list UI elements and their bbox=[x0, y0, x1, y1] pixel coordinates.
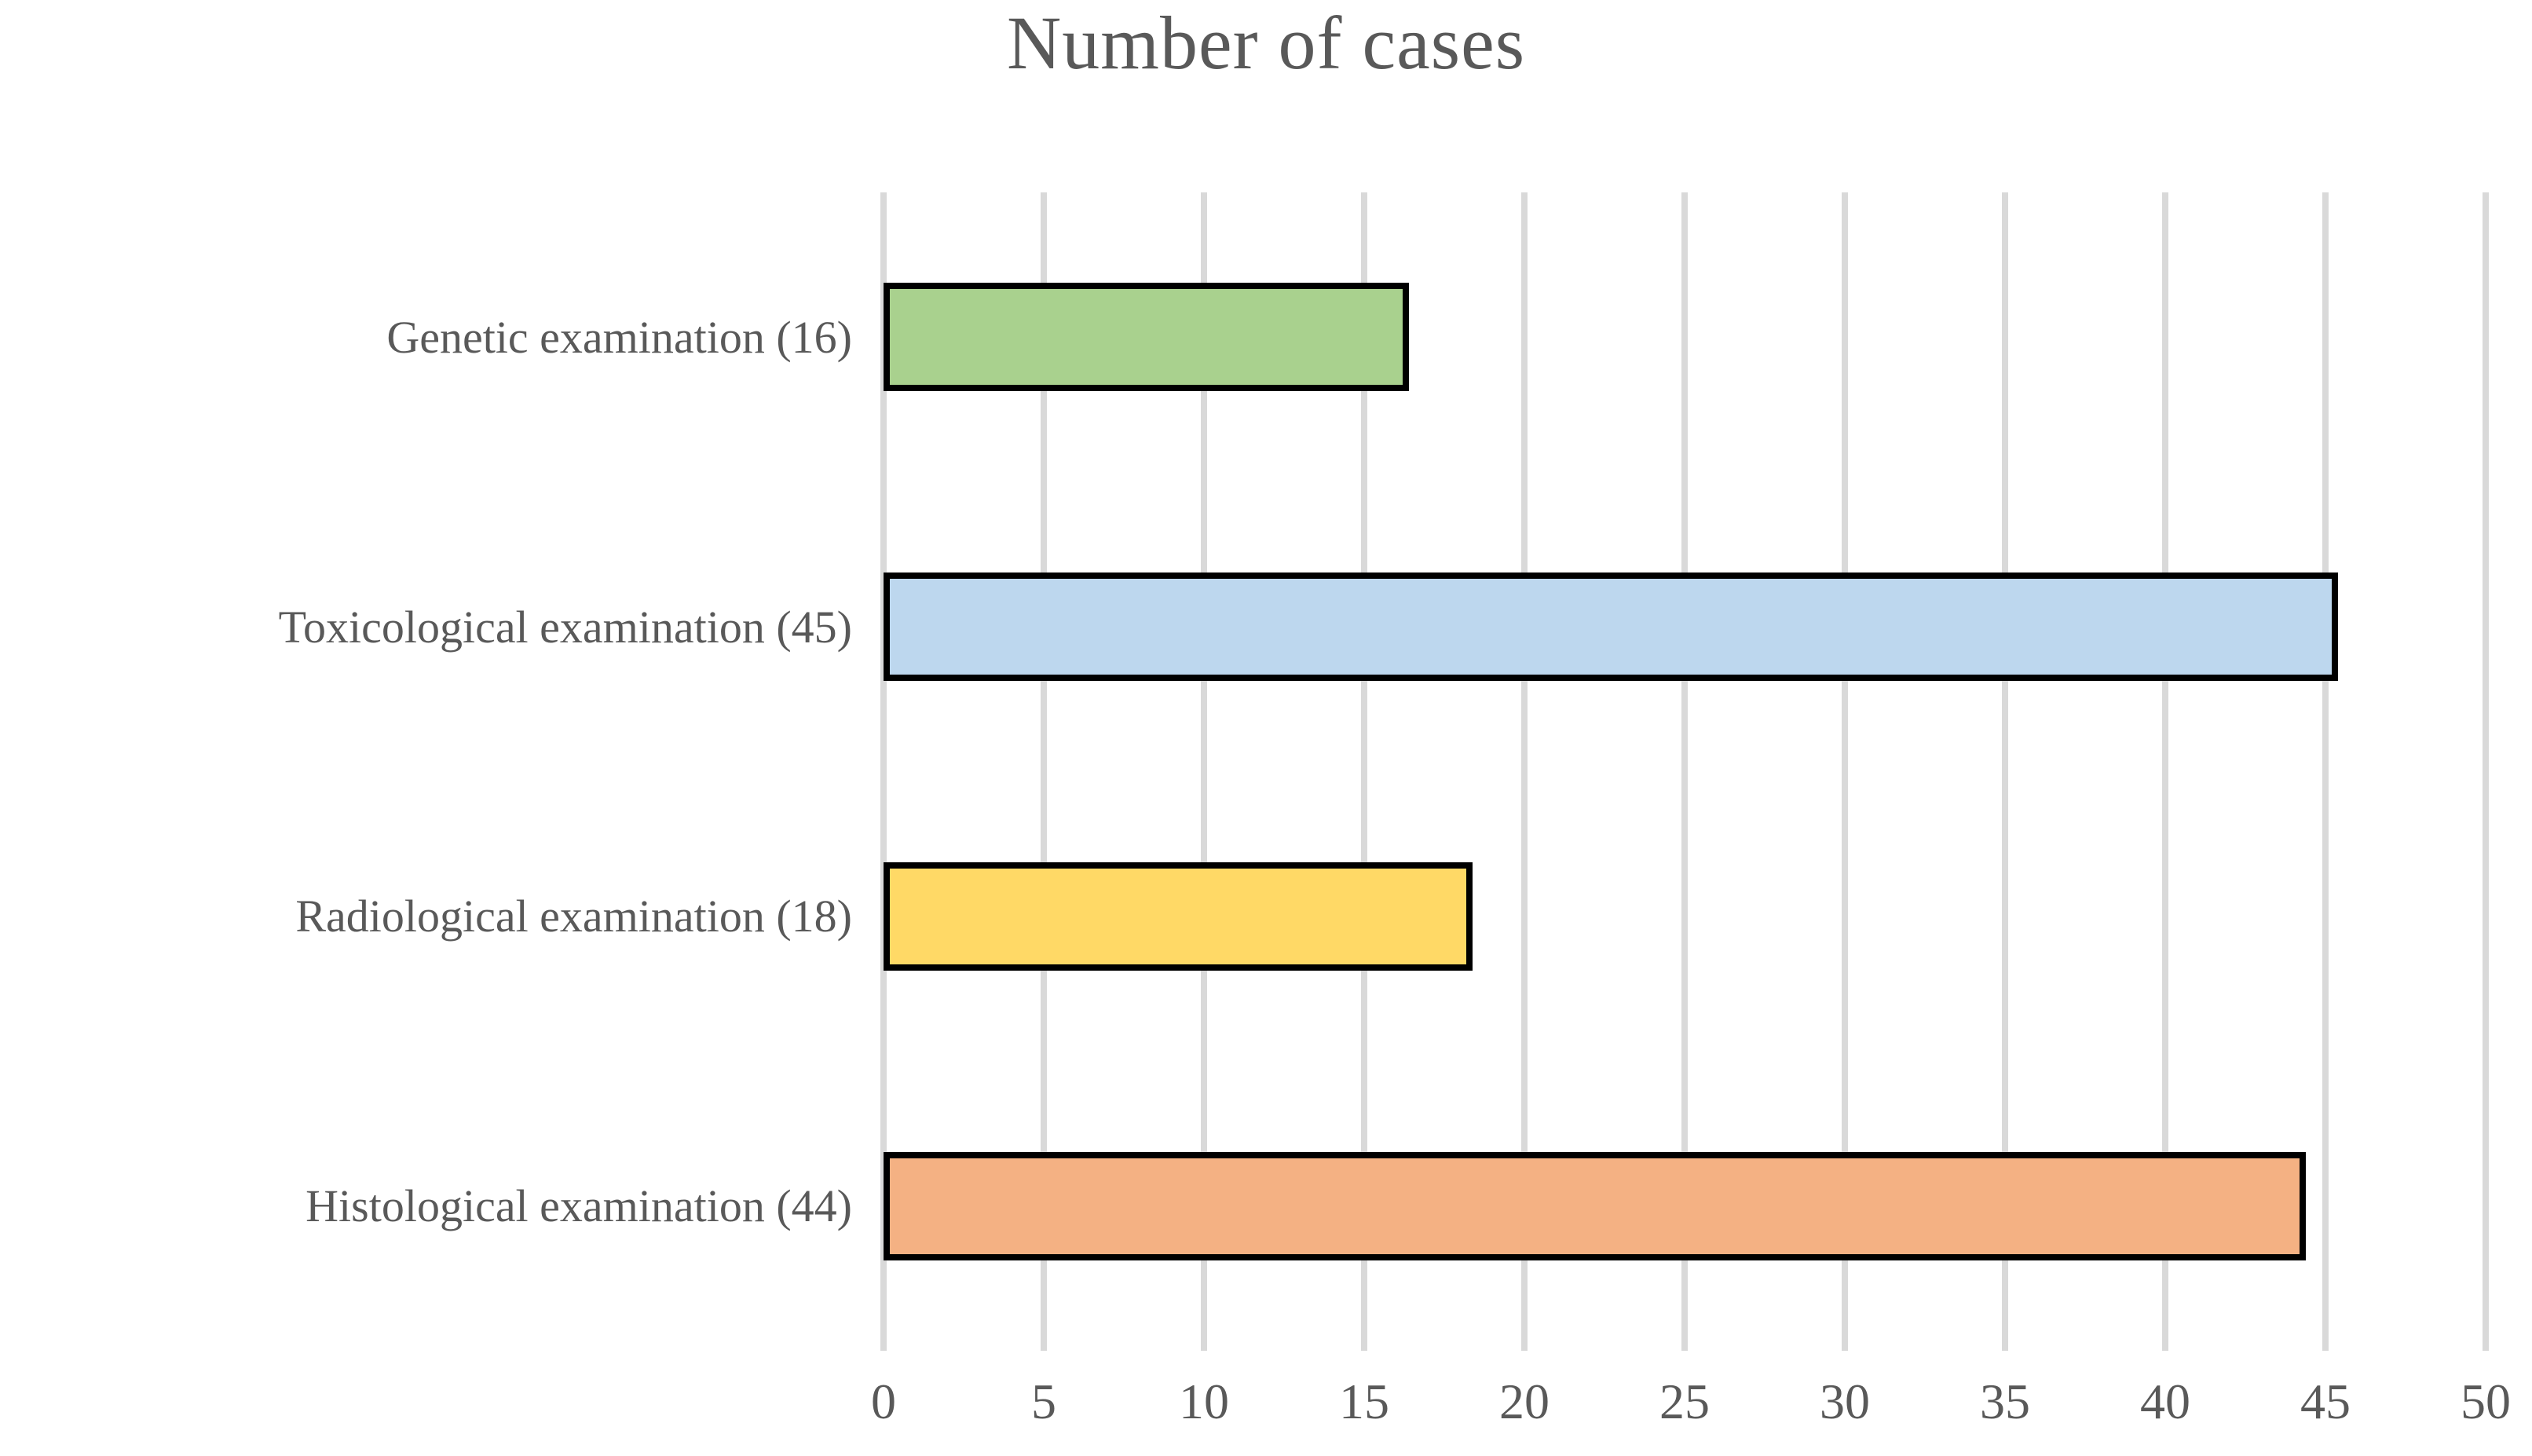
gridline-10 bbox=[1201, 192, 1207, 1351]
gridline-5 bbox=[1041, 192, 1047, 1351]
gridline-30 bbox=[1842, 192, 1848, 1351]
chart-title: Number of cases bbox=[1006, 1, 1526, 85]
x-tick-label-40: 40 bbox=[2140, 1374, 2190, 1429]
gridline-0 bbox=[880, 192, 887, 1351]
x-tick-label-0: 0 bbox=[871, 1374, 896, 1429]
category-label-histological-examination: Histological examination (44) bbox=[306, 1180, 852, 1232]
gridline-15 bbox=[1361, 192, 1367, 1351]
x-tick-label-30: 30 bbox=[1820, 1374, 1870, 1429]
bar-radiological-examination bbox=[884, 862, 1473, 971]
gridline-20 bbox=[1521, 192, 1528, 1351]
gridline-25 bbox=[1681, 192, 1688, 1351]
x-tick-label-10: 10 bbox=[1179, 1374, 1229, 1429]
x-tick-label-25: 25 bbox=[1659, 1374, 1710, 1429]
bar-genetic-examination bbox=[884, 283, 1409, 392]
bar-toxicological-examination bbox=[884, 573, 2338, 682]
gridline-35 bbox=[2002, 192, 2008, 1351]
category-label-toxicological-examination: Toxicological examination (45) bbox=[278, 601, 852, 653]
gridline-50 bbox=[2483, 192, 2489, 1351]
x-tick-label-5: 5 bbox=[1031, 1374, 1056, 1429]
bar-histological-examination bbox=[884, 1151, 2307, 1260]
x-tick-label-35: 35 bbox=[1980, 1374, 2030, 1429]
category-label-genetic-examination: Genetic examination (16) bbox=[386, 311, 852, 363]
plot-area bbox=[880, 192, 2489, 1351]
gridline-40 bbox=[2162, 192, 2168, 1351]
gridline-45 bbox=[2322, 192, 2329, 1351]
x-tick-label-15: 15 bbox=[1339, 1374, 1389, 1429]
x-tick-label-20: 20 bbox=[1499, 1374, 1550, 1429]
category-label-radiological-examination: Radiological examination (18) bbox=[295, 891, 852, 942]
x-tick-label-50: 50 bbox=[2461, 1374, 2511, 1429]
x-axis: 0 5 10 15 20 25 30 35 40 45 50 bbox=[871, 1373, 2511, 1451]
x-tick-label-45: 45 bbox=[2300, 1374, 2351, 1429]
